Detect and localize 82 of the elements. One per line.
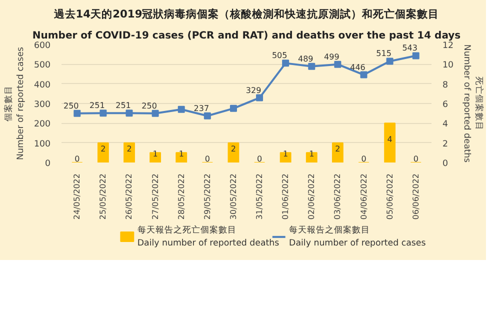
data-label: 1 (283, 150, 288, 159)
x-tick-label: 24/05/2022 (72, 174, 82, 220)
data-label: 329 (246, 86, 262, 95)
data-label: 489 (298, 54, 314, 64)
legend-label: 每天報告之個案數目 Daily number of reported cases (289, 224, 426, 248)
data-label: 4 (387, 134, 392, 144)
y-tick-label: 600 (34, 41, 51, 51)
x-tick-label: 25/05/2022 (98, 174, 108, 220)
y-tick-label: 300 (34, 100, 51, 110)
y2-tick-label: 0 (442, 159, 448, 169)
data-label: 2 (230, 144, 236, 154)
bar (384, 122, 396, 162)
data-label: 1 (178, 150, 184, 159)
x-tick-label: 05/06/2022 (385, 174, 394, 220)
x-tick-label: 04/06/2022 (359, 174, 368, 220)
data-label: 2 (335, 144, 340, 154)
data-label: 0 (413, 154, 418, 164)
point (126, 110, 133, 117)
y2-tick-label: 2 (442, 139, 448, 150)
point (412, 52, 420, 60)
x-tick-label: 30/05/2022 (228, 174, 238, 220)
point (308, 62, 316, 70)
bar (176, 152, 188, 162)
point (386, 58, 394, 65)
y2-axis-title: 死亡個案數目 Number of reported deaths (462, 44, 485, 164)
point (256, 94, 264, 102)
bar (332, 142, 344, 162)
point (230, 104, 237, 112)
bar (124, 142, 135, 162)
x-tick-label: 02/06/2022 (307, 174, 316, 220)
data-label: 543 (402, 44, 418, 53)
point (178, 106, 185, 113)
x-tick-label: 03/06/2022 (333, 174, 342, 220)
data-label: 2 (100, 144, 106, 154)
x-tick-label: 26/05/2022 (124, 174, 134, 220)
x-tick-label: 31/05/2022 (255, 174, 264, 220)
data-label: 0 (74, 154, 80, 164)
data-label: 446 (350, 62, 366, 72)
point (282, 60, 290, 67)
y-axis-title: 個案數目 Number of reported cases (2, 46, 26, 160)
x-tick-label: 06/06/2022 (411, 174, 420, 220)
data-label: 1 (152, 150, 158, 159)
y-tick-label: 400 (34, 80, 51, 90)
data-label: 1 (309, 150, 314, 159)
x-tick-label: 27/05/2022 (150, 174, 160, 220)
data-label: 251 (90, 101, 105, 110)
point (74, 110, 81, 117)
chart-title: 過去14天的2019冠狀病毒病個案（核酸檢測和快速抗原測試）和死亡個案數目 (52, 8, 440, 20)
x-tick-label: 29/05/2022 (202, 174, 212, 220)
data-label: 251 (116, 101, 131, 110)
bar (306, 152, 318, 162)
point (100, 110, 107, 117)
bar (97, 142, 109, 162)
bar (150, 152, 162, 162)
y2-tick-label: 4 (442, 120, 448, 130)
data-label: 505 (272, 51, 288, 60)
data-label: 250 (142, 101, 157, 110)
y-tick-label: 500 (34, 60, 51, 71)
y-tick-label: 100 (34, 139, 51, 150)
point (360, 71, 368, 78)
data-label: 499 (324, 52, 340, 62)
data-label: 2 (126, 144, 132, 154)
data-label: 250 (64, 101, 79, 110)
y-tick-label: 0 (44, 159, 51, 169)
data-label: 515 (376, 49, 392, 58)
y2-tick-label: 6 (442, 100, 448, 110)
bar (280, 152, 292, 162)
y2-tick-label: 8 (442, 80, 448, 90)
data-label: 0 (361, 154, 366, 164)
point (204, 112, 211, 120)
y2-tick-label: 12 (442, 41, 454, 51)
data-label: 0 (256, 154, 262, 164)
point (152, 110, 159, 117)
x-tick-label: 28/05/2022 (176, 174, 186, 220)
y-tick-label: 200 (34, 120, 51, 130)
data-label: 0 (204, 154, 210, 164)
chart-subtitle: Number of COVID-19 cases (PCR and RAT) and deaths over the past 14 days (32, 30, 461, 42)
data-label: 237 (194, 104, 210, 113)
x-tick-label: 01/06/2022 (281, 174, 290, 220)
legend-label: 每天報告之死亡個案數目 Daily number of reported deaths (137, 224, 280, 248)
point (334, 60, 342, 68)
y2-tick-label: 10 (442, 60, 454, 71)
